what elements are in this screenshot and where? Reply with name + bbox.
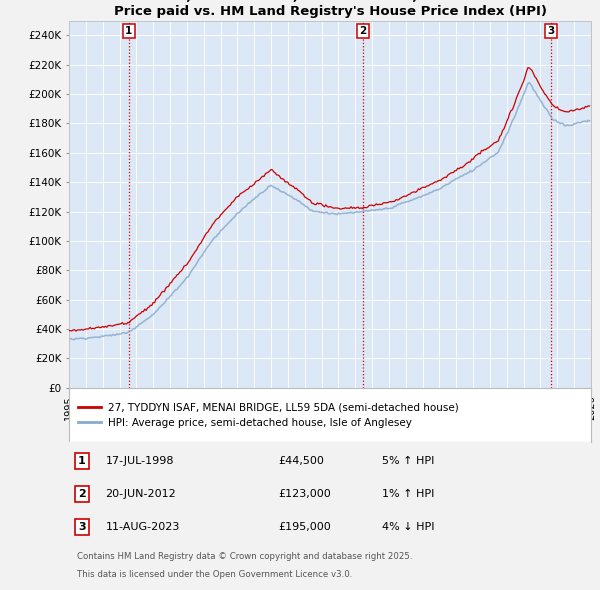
Title: 27, TYDDYN ISAF, MENAI BRIDGE, LL59 5DA
Price paid vs. HM Land Registry's House : 27, TYDDYN ISAF, MENAI BRIDGE, LL59 5DA … bbox=[113, 0, 547, 18]
Text: £44,500: £44,500 bbox=[278, 456, 323, 466]
Text: 11-AUG-2023: 11-AUG-2023 bbox=[106, 522, 180, 532]
Text: 20-JUN-2012: 20-JUN-2012 bbox=[106, 489, 176, 499]
Legend: 27, TYDDYN ISAF, MENAI BRIDGE, LL59 5DA (semi-detached house), HPI: Average pric: 27, TYDDYN ISAF, MENAI BRIDGE, LL59 5DA … bbox=[74, 398, 463, 432]
Text: 3: 3 bbox=[547, 26, 554, 36]
Text: 2: 2 bbox=[78, 489, 86, 499]
Text: Contains HM Land Registry data © Crown copyright and database right 2025.: Contains HM Land Registry data © Crown c… bbox=[77, 552, 412, 561]
Text: 1% ↑ HPI: 1% ↑ HPI bbox=[382, 489, 434, 499]
Text: £195,000: £195,000 bbox=[278, 522, 331, 532]
Text: This data is licensed under the Open Government Licence v3.0.: This data is licensed under the Open Gov… bbox=[77, 570, 352, 579]
Text: 17-JUL-1998: 17-JUL-1998 bbox=[106, 456, 174, 466]
Text: 2: 2 bbox=[359, 26, 367, 36]
Text: 1: 1 bbox=[125, 26, 132, 36]
Text: 5% ↑ HPI: 5% ↑ HPI bbox=[382, 456, 434, 466]
Text: 3: 3 bbox=[78, 522, 86, 532]
Text: 4% ↓ HPI: 4% ↓ HPI bbox=[382, 522, 434, 532]
Text: 1: 1 bbox=[78, 456, 86, 466]
Text: £123,000: £123,000 bbox=[278, 489, 331, 499]
